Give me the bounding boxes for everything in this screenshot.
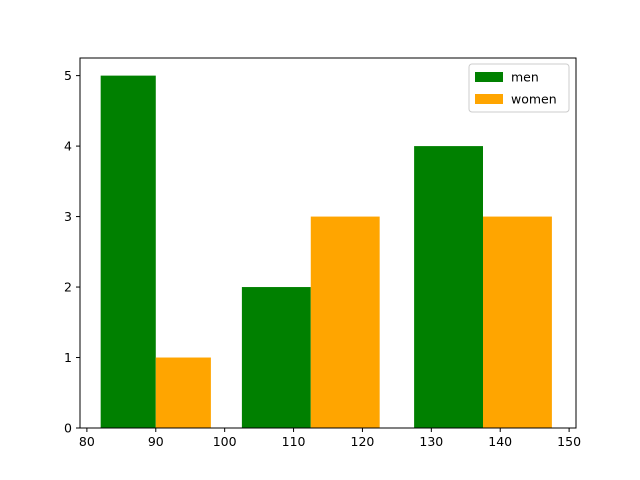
bar-women-0 [155,357,211,428]
bar-men-0 [100,75,156,428]
legend-label-women: women [511,92,557,107]
bars-layer [100,75,552,428]
x-axis: 80 90 100 110 120 130 140 150 [79,428,581,449]
legend-label-men: men [511,70,539,85]
legend: men women [468,63,570,113]
x-tick-label: 130 [419,434,443,449]
x-tick-label: 140 [488,434,512,449]
legend-swatch-women [475,94,503,104]
y-tick-label: 2 [64,280,72,295]
bar-men-2 [414,146,483,428]
plot-frame [79,57,577,429]
x-tick-label: 150 [557,434,581,449]
x-tick-label: 90 [148,434,164,449]
y-tick-label: 3 [64,209,72,224]
legend-swatch-men [475,72,503,82]
x-tick-label: 100 [213,434,237,449]
y-tick-label: 5 [64,68,72,83]
bar-women-2 [483,216,552,428]
x-tick-label: 120 [351,434,375,449]
y-tick-label: 4 [64,139,72,154]
bar-women-1 [310,216,380,428]
y-tick-label: 1 [64,350,72,365]
y-axis: 0 1 2 3 4 5 [64,68,80,436]
bar-men-1 [241,287,311,428]
y-tick-label: 0 [64,421,72,436]
x-tick-label: 110 [282,434,306,449]
x-tick-label: 80 [79,434,95,449]
